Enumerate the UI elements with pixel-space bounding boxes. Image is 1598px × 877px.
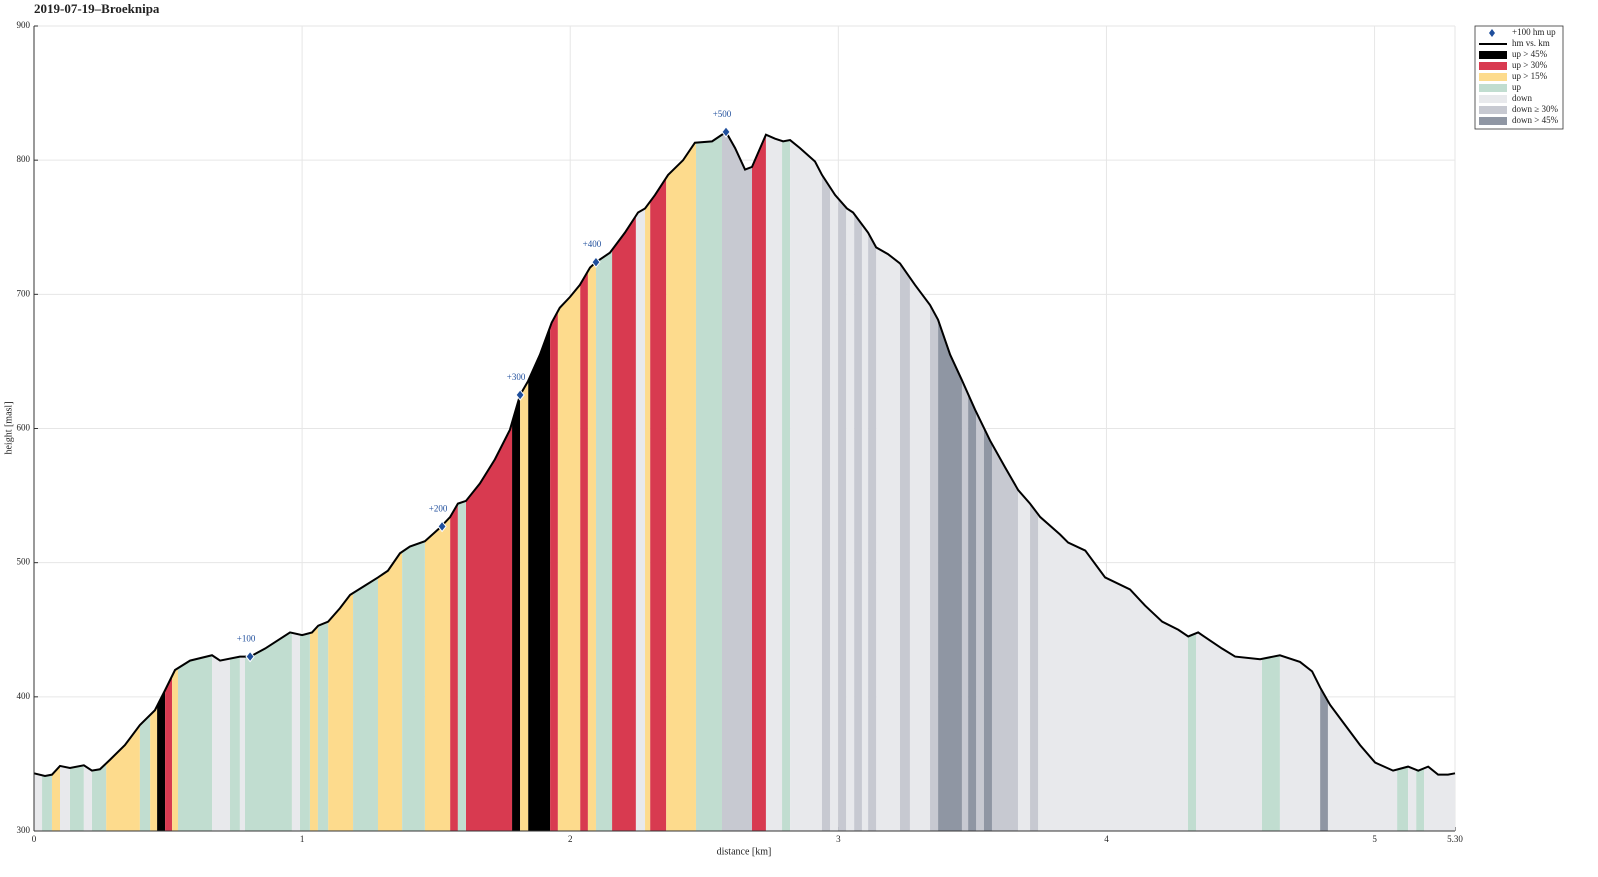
slope-strip <box>580 131 588 831</box>
slope-strip <box>666 131 696 831</box>
slope-strip <box>790 131 822 831</box>
slope-strip <box>846 131 855 831</box>
slope-strip <box>765 131 783 831</box>
x-axis-label: distance [km] <box>717 846 772 857</box>
legend-swatch <box>1479 106 1507 114</box>
y-tick-label: 400 <box>17 691 31 701</box>
slope-strip <box>595 131 613 831</box>
slope-strip <box>983 131 992 831</box>
slope-strip <box>900 131 910 831</box>
x-tick-label: 0 <box>32 834 37 844</box>
slope-strip <box>854 131 862 831</box>
x-tick-label: 4 <box>1104 834 1109 844</box>
legend-label: down ≥ 30% <box>1512 104 1558 114</box>
legend-swatch <box>1479 62 1507 70</box>
slope-strip <box>650 131 667 831</box>
slope-strip <box>909 131 931 831</box>
legend-label: +100 hm up <box>1512 27 1556 37</box>
legend-swatch <box>1479 73 1507 81</box>
slope-strip <box>635 131 646 831</box>
slope-strip <box>961 131 969 831</box>
slope-strip <box>752 131 766 831</box>
slope-strip <box>938 131 962 831</box>
slope-strip <box>976 131 984 831</box>
slope-strip <box>550 131 558 831</box>
marker-label: +100 <box>237 634 256 644</box>
x-tick-label: 3 <box>836 834 841 844</box>
legend-swatch <box>1479 95 1507 103</box>
slope-strip <box>695 131 722 831</box>
profile-line <box>33 130 1456 778</box>
marker-label: +400 <box>583 239 602 249</box>
slope-strip <box>968 131 977 831</box>
marker <box>515 389 525 401</box>
slope-strip <box>830 131 839 831</box>
legend-swatch <box>1479 117 1507 125</box>
y-tick-label: 300 <box>17 825 31 835</box>
marker-label: +300 <box>507 372 526 382</box>
slope-strip <box>587 131 596 831</box>
y-tick-label: 600 <box>17 423 31 433</box>
legend-label: up > 45% <box>1512 49 1548 59</box>
slope-strip <box>557 131 581 831</box>
slope-strip <box>721 131 753 831</box>
slope-strip <box>876 131 901 831</box>
y-tick-label: 800 <box>17 154 31 164</box>
slope-strip <box>838 131 847 831</box>
slope-strip <box>645 131 651 831</box>
chart-title: 2019-07-19–Broeknipa <box>34 1 160 16</box>
marker <box>591 256 601 268</box>
slope-strip <box>868 131 877 831</box>
marker-label: +500 <box>713 109 732 119</box>
y-tick-label: 700 <box>17 288 31 298</box>
slope-strip <box>528 131 551 831</box>
legend-marker <box>1489 29 1495 37</box>
slope-strip <box>612 131 636 831</box>
legend-label: up > 15% <box>1512 71 1548 81</box>
slope-strip <box>861 131 869 831</box>
y-axis-label: height [masl] <box>3 401 14 454</box>
legend-label: down <box>1512 93 1532 103</box>
y-tick-label: 500 <box>17 557 31 567</box>
x-tick-label: 5 <box>1372 834 1377 844</box>
legend-swatch <box>1479 51 1507 59</box>
marker-label: +200 <box>429 504 448 514</box>
x-tick-label: 2 <box>568 834 573 844</box>
y-tick-label: 900 <box>17 20 31 30</box>
marker <box>245 650 255 663</box>
legend-label: hm vs. km <box>1512 38 1550 48</box>
slope-strip <box>782 131 791 831</box>
legend-label: up > 30% <box>1512 60 1548 70</box>
x-tick-label: 5.30 <box>1447 834 1463 844</box>
legend-swatch <box>1479 84 1507 92</box>
slope-strip <box>821 131 831 831</box>
marker <box>437 520 447 533</box>
x-tick-label: 1 <box>300 834 305 844</box>
legend-label: up <box>1512 82 1522 92</box>
slope-strip <box>930 131 939 831</box>
legend-label: down > 45% <box>1512 115 1559 125</box>
slope-strip <box>520 131 529 831</box>
marker <box>721 126 731 138</box>
slope-strip <box>512 131 521 831</box>
